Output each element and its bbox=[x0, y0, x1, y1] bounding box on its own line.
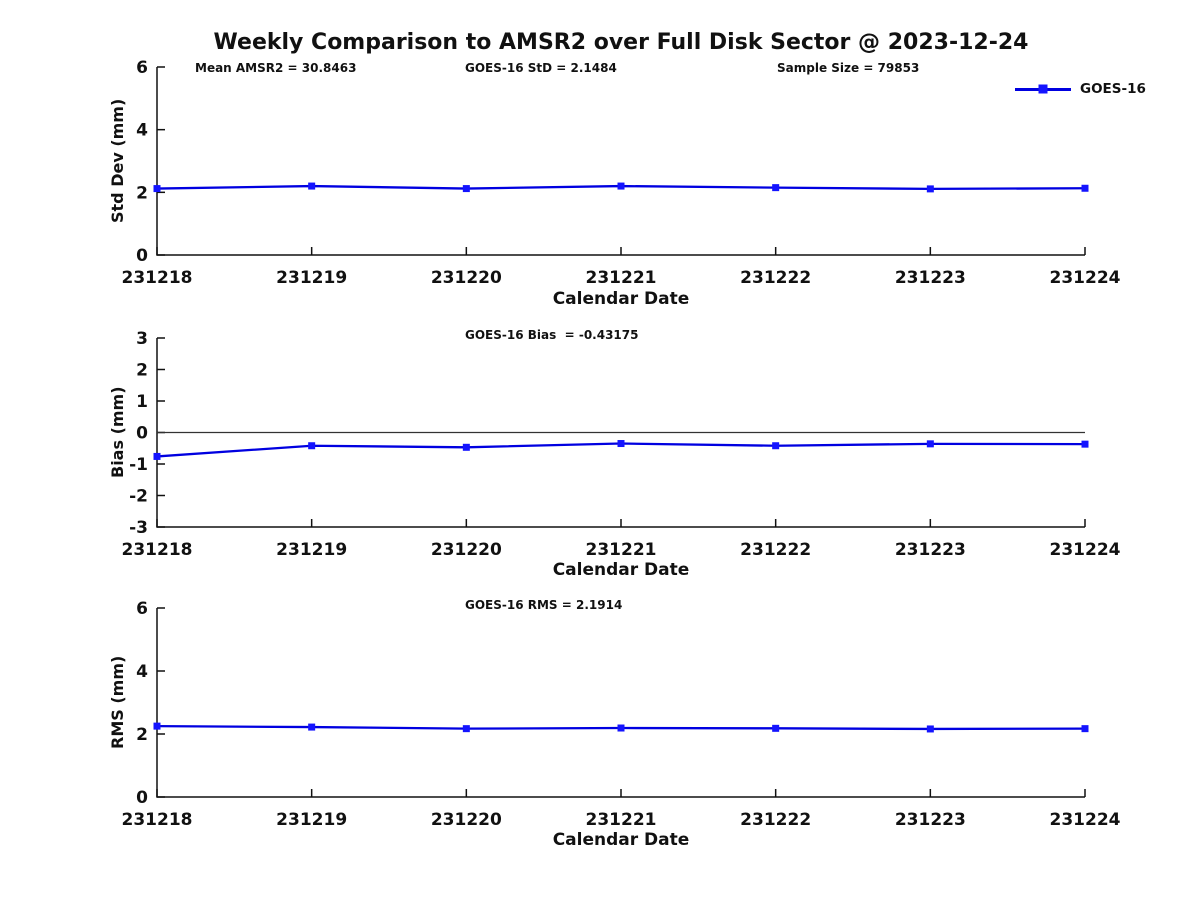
xlabel-bias: Calendar Date bbox=[552, 560, 690, 580]
svg-text:4: 4 bbox=[136, 662, 148, 682]
ylabel-rms: RMS (mm) bbox=[108, 655, 127, 750]
legend: GOES-16 bbox=[1015, 81, 1146, 97]
legend-square-marker-icon bbox=[1038, 84, 1048, 94]
svg-text:-1: -1 bbox=[129, 455, 148, 475]
svg-text:231220: 231220 bbox=[431, 268, 502, 288]
svg-text:231220: 231220 bbox=[431, 540, 502, 560]
chart-title: Weekly Comparison to AMSR2 over Full Dis… bbox=[213, 30, 1029, 55]
annotation-goes16-std: GOES-16 StD = 2.1484 bbox=[465, 61, 617, 75]
svg-text:231223: 231223 bbox=[895, 540, 966, 560]
annotation-goes16-bias: GOES-16 Bias = -0.43175 bbox=[465, 328, 639, 342]
annotation-mean-amsr2: Mean AMSR2 = 30.8463 bbox=[195, 61, 357, 75]
xlabel-std-dev: Calendar Date bbox=[552, 289, 690, 309]
svg-text:-2: -2 bbox=[129, 487, 148, 507]
svg-text:231221: 231221 bbox=[586, 810, 657, 830]
svg-text:231219: 231219 bbox=[276, 540, 347, 560]
svg-text:231224: 231224 bbox=[1050, 268, 1121, 288]
svg-text:231218: 231218 bbox=[122, 540, 193, 560]
svg-text:231223: 231223 bbox=[895, 810, 966, 830]
svg-text:231221: 231221 bbox=[586, 540, 657, 560]
svg-text:231218: 231218 bbox=[122, 810, 193, 830]
xlabel-rms: Calendar Date bbox=[552, 830, 690, 850]
svg-text:231223: 231223 bbox=[895, 268, 966, 288]
annotation-goes16-rms: GOES-16 RMS = 2.1914 bbox=[465, 598, 623, 612]
svg-text:0: 0 bbox=[136, 788, 148, 808]
svg-text:3: 3 bbox=[136, 329, 148, 349]
svg-text:231219: 231219 bbox=[276, 268, 347, 288]
annotation-sample-size: Sample Size = 79853 bbox=[777, 61, 920, 75]
svg-text:231221: 231221 bbox=[586, 268, 657, 288]
ylabel-bias: Bias (mm) bbox=[108, 386, 127, 479]
svg-text:231220: 231220 bbox=[431, 810, 502, 830]
svg-text:231218: 231218 bbox=[122, 268, 193, 288]
ylabel-std-dev: Std Dev (mm) bbox=[108, 98, 127, 224]
svg-text:2: 2 bbox=[136, 361, 148, 381]
svg-text:-3: -3 bbox=[129, 518, 148, 538]
svg-text:6: 6 bbox=[136, 599, 148, 619]
legend-label: GOES-16 bbox=[1080, 81, 1146, 97]
svg-text:231222: 231222 bbox=[740, 810, 811, 830]
svg-text:231222: 231222 bbox=[740, 540, 811, 560]
svg-text:6: 6 bbox=[136, 58, 148, 78]
svg-text:2: 2 bbox=[136, 725, 148, 745]
svg-text:4: 4 bbox=[136, 121, 148, 141]
svg-text:0: 0 bbox=[136, 424, 148, 444]
svg-text:0: 0 bbox=[136, 246, 148, 266]
svg-text:231224: 231224 bbox=[1050, 540, 1121, 560]
svg-text:231219: 231219 bbox=[276, 810, 347, 830]
legend-line-sample bbox=[1015, 84, 1071, 94]
svg-text:231224: 231224 bbox=[1050, 810, 1121, 830]
svg-text:231222: 231222 bbox=[740, 268, 811, 288]
svg-text:1: 1 bbox=[136, 392, 148, 412]
svg-text:2: 2 bbox=[136, 183, 148, 203]
